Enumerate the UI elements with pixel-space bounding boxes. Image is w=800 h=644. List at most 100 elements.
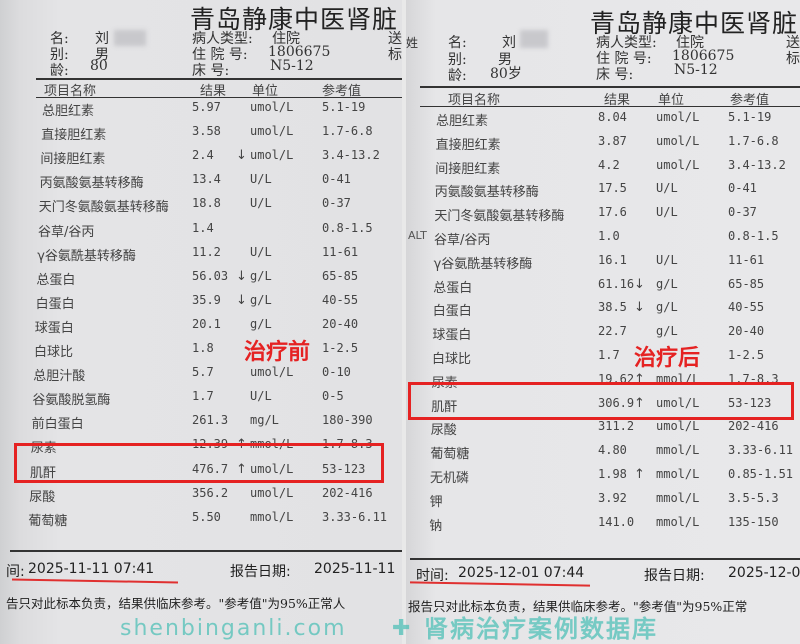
reference-range: 180-390 xyxy=(322,413,373,428)
abnormal-flag: ↓ xyxy=(236,268,247,284)
test-name: 丙氨酸氨基转移酶 xyxy=(39,176,144,192)
admission-label: 住 院 号: xyxy=(192,47,248,63)
abnormal-flag: ↓ xyxy=(634,276,645,292)
name-label: 名: xyxy=(50,31,69,47)
unit: U/L xyxy=(656,252,678,267)
result-value: 261.3 xyxy=(192,413,229,428)
edge-char: 送 xyxy=(388,31,402,47)
bed-value: N5-12 xyxy=(674,62,718,78)
table-top-rule xyxy=(36,78,402,80)
result-value: 5.97 xyxy=(192,100,221,114)
test-name: 肌酐 xyxy=(30,465,57,481)
unit: g/L xyxy=(250,268,272,283)
result-value: 4.2 xyxy=(598,157,620,172)
age-value: 80 xyxy=(90,58,108,74)
reference-range: 11-61 xyxy=(322,244,359,259)
result-value: 1.4 xyxy=(192,220,214,235)
unit: U/L xyxy=(656,181,678,196)
red-underline xyxy=(11,578,179,584)
reference-range: 0-10 xyxy=(322,365,351,380)
age-label: 龄: xyxy=(50,63,69,79)
result-value: 22.7 xyxy=(598,324,627,339)
test-name: 尿酸 xyxy=(29,489,56,505)
result-value: 61.16 xyxy=(598,276,635,291)
test-name: 丙氨酸氨基转移酶 xyxy=(434,185,539,201)
report-date-label: 报告日期: xyxy=(644,568,705,584)
unit: umol/L xyxy=(656,395,700,410)
reference-range: 20-40 xyxy=(728,324,765,339)
result-value: 17.5 xyxy=(598,181,627,196)
patient-type-label: 病人类型: xyxy=(192,31,253,47)
unit: mmol/L xyxy=(250,509,294,524)
result-value: 35.9 xyxy=(192,292,221,307)
reference-range: 135-150 xyxy=(728,514,779,529)
result-value: 311.2 xyxy=(598,419,635,434)
reference-range: 5.1-19 xyxy=(728,110,772,124)
creatinine-highlight-box xyxy=(408,382,794,420)
side-note: ALT xyxy=(408,229,427,242)
result-value: 5.50 xyxy=(192,509,221,524)
result-value: 16.1 xyxy=(598,252,627,267)
report-date: 2025-12-0 xyxy=(728,565,800,581)
test-name: 总胆汁酸 xyxy=(33,369,86,385)
result-value: 306.9 xyxy=(598,395,635,410)
disclaimer: 告只对此标本负责，结果供临床参考。"参考值"为95%正常人 xyxy=(6,596,346,611)
table-header-rule xyxy=(36,97,402,98)
reference-range: 1.7-6.8 xyxy=(322,124,373,139)
test-name: 无机磷 xyxy=(430,471,470,486)
before-treatment-label: 治疗前 xyxy=(244,340,311,365)
reference-range: 1.7-6.8 xyxy=(728,133,779,148)
hospital-title: 青岛静康中医肾脏 xyxy=(590,9,799,38)
column-header-item: 项目名称 xyxy=(448,93,501,108)
name-value: 刘 xyxy=(95,31,109,47)
name-redaction xyxy=(114,30,146,46)
test-name: 谷草/谷丙 xyxy=(434,233,491,248)
unit: umol/L xyxy=(656,157,700,172)
edge-char: 标 xyxy=(786,51,800,67)
after-treatment-label: 治疗后 xyxy=(634,346,701,371)
reference-range: 65-85 xyxy=(322,268,359,283)
test-name: 总蛋白 xyxy=(36,272,76,288)
admission-label: 住 院 号: xyxy=(596,51,652,67)
name-value: 刘 xyxy=(502,35,516,51)
reference-range: 1-2.5 xyxy=(322,341,359,355)
reference-range: 202-416 xyxy=(728,419,779,434)
abnormal-flag: ↓ xyxy=(236,148,247,164)
collect-time-label: 间: xyxy=(6,564,25,580)
bed-label: 床 号: xyxy=(192,63,230,79)
test-name: 天门冬氨酸氨基转移酶 xyxy=(38,200,169,216)
unit: umol/L xyxy=(250,124,294,139)
result-value: 1.8 xyxy=(192,341,214,355)
sex-value: 男 xyxy=(95,47,109,63)
reference-range: 202-416 xyxy=(322,485,373,500)
test-name: 肌酐 xyxy=(431,399,458,415)
patient-type-value: 住院 xyxy=(676,35,704,51)
unit: mmol/L xyxy=(656,443,700,458)
test-name: 白球比 xyxy=(432,352,472,367)
test-name: 谷草/谷丙 xyxy=(38,224,95,240)
test-name: 总胆红素 xyxy=(42,104,95,119)
unit: mmol/L xyxy=(656,467,700,481)
bed-value: N5-12 xyxy=(270,58,314,74)
sex-label: 别: xyxy=(448,52,467,68)
result-value: 1.7 xyxy=(598,348,620,362)
test-name: 间接胆红素 xyxy=(40,152,106,168)
watermark-url: shenbinganli.com xyxy=(120,616,347,641)
reference-range: 11-61 xyxy=(728,252,765,267)
unit: U/L xyxy=(250,196,272,211)
unit: g/L xyxy=(250,316,272,331)
result-value: 4.80 xyxy=(598,443,627,458)
test-name: 葡萄糖 xyxy=(28,513,68,529)
result-value: 20.1 xyxy=(192,316,221,331)
result-value: 3.92 xyxy=(598,490,627,505)
unit: U/L xyxy=(250,172,272,187)
test-name: 间接胆红素 xyxy=(435,161,501,177)
result-value: 356.2 xyxy=(192,485,229,500)
reference-range: 5.1-19 xyxy=(322,100,366,114)
reference-range: 0.8-1.5 xyxy=(728,229,779,243)
name-label: 名: xyxy=(448,35,467,51)
test-name: γ谷氨酰基转移酶 xyxy=(37,248,136,264)
test-name: 球蛋白 xyxy=(34,320,74,336)
result-value: 11.2 xyxy=(192,244,221,259)
unit: umol/L xyxy=(656,110,700,124)
